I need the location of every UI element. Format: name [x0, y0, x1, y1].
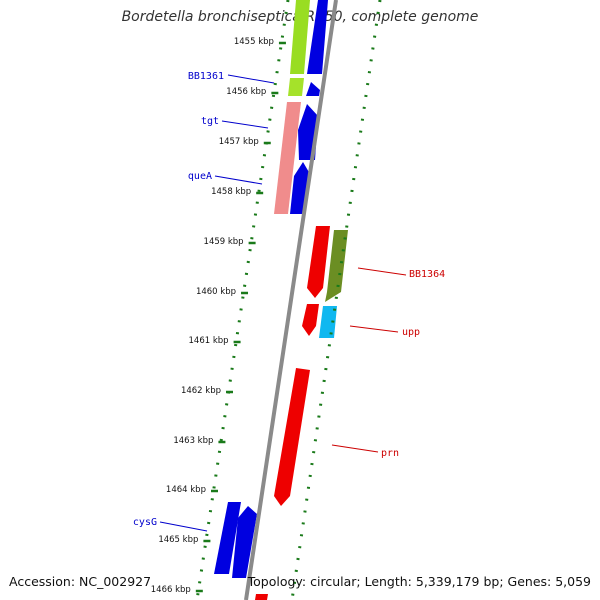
tick-label: 1458 kbp [211, 187, 251, 197]
tick-label: 1463 kbp [173, 436, 213, 446]
forward-gene-arrow-2[interactable] [306, 82, 320, 96]
gene-label-upp[interactable]: upp [402, 327, 420, 338]
gene-label-tgt[interactable]: tgt [201, 116, 219, 127]
accession-text: Accession: NC_002927 [9, 574, 152, 589]
reverse-gene-arrow-prn[interactable] [274, 368, 310, 506]
tick-label: 1457 kbp [219, 137, 259, 147]
reverse-gene-arrow-BB1364[interactable] [307, 226, 330, 298]
inner-dotted-guide [195, 0, 290, 600]
gene-label-leader [357, 267, 407, 276]
gene-label-bb1361[interactable]: BB1361 [188, 71, 224, 82]
outer-dotted-guide [290, 0, 382, 600]
gene-label-quea[interactable]: queA [188, 171, 212, 182]
gene-label-leader [227, 74, 275, 84]
tick-label: 1465 kbp [158, 535, 198, 545]
tick-label: 1456 kbp [226, 87, 266, 97]
tick-label: 1466 kbp [151, 585, 191, 595]
tick-label: 1459 kbp [204, 237, 244, 247]
feature-block-pink[interactable] [274, 102, 301, 214]
forward-gene-arrow-5[interactable] [214, 502, 241, 574]
gene-label-cysg[interactable]: cysG [133, 517, 157, 528]
tick-marks: 1455 kbp 1456 kbp 1457 kbp 1458 kbp 1459 kbp… [151, 37, 286, 595]
gene-labels: BB1361 tgt queA BB1364 upp prn cysG [133, 71, 445, 532]
gene-label-bb1364[interactable]: BB1364 [409, 269, 445, 280]
feature-block-green-lower[interactable] [288, 78, 304, 96]
gene-label-leader [331, 444, 379, 453]
reverse-gene-arrow-olive[interactable] [325, 230, 348, 302]
forward-gene-arrow-1[interactable] [307, 0, 328, 74]
gene-label-leader [349, 325, 399, 333]
tick-label: 1462 kbp [181, 386, 221, 396]
genome-summary-text: Topology: circular; Length: 5,339,179 bp… [247, 574, 591, 589]
tick-label: 1455 kbp [234, 37, 274, 47]
tick-label: 1461 kbp [189, 336, 229, 346]
reverse-gene-arrow-cyan[interactable] [319, 306, 337, 338]
gene-label-leader [214, 175, 263, 185]
reverse-gene-arrow-upp[interactable] [302, 304, 319, 336]
gene-label-prn[interactable]: prn [381, 448, 399, 459]
feature-blocks [214, 0, 348, 600]
gene-label-leader [159, 521, 208, 532]
tick-label: 1460 kbp [196, 287, 236, 297]
forward-gene-arrow-6[interactable] [232, 506, 257, 578]
genome-backbone [244, 0, 338, 600]
gene-label-leader [221, 120, 269, 129]
tick-label: 1464 kbp [166, 485, 206, 495]
feature-block-green[interactable] [290, 0, 310, 74]
reverse-gene-arrow-bottom[interactable] [255, 594, 268, 600]
